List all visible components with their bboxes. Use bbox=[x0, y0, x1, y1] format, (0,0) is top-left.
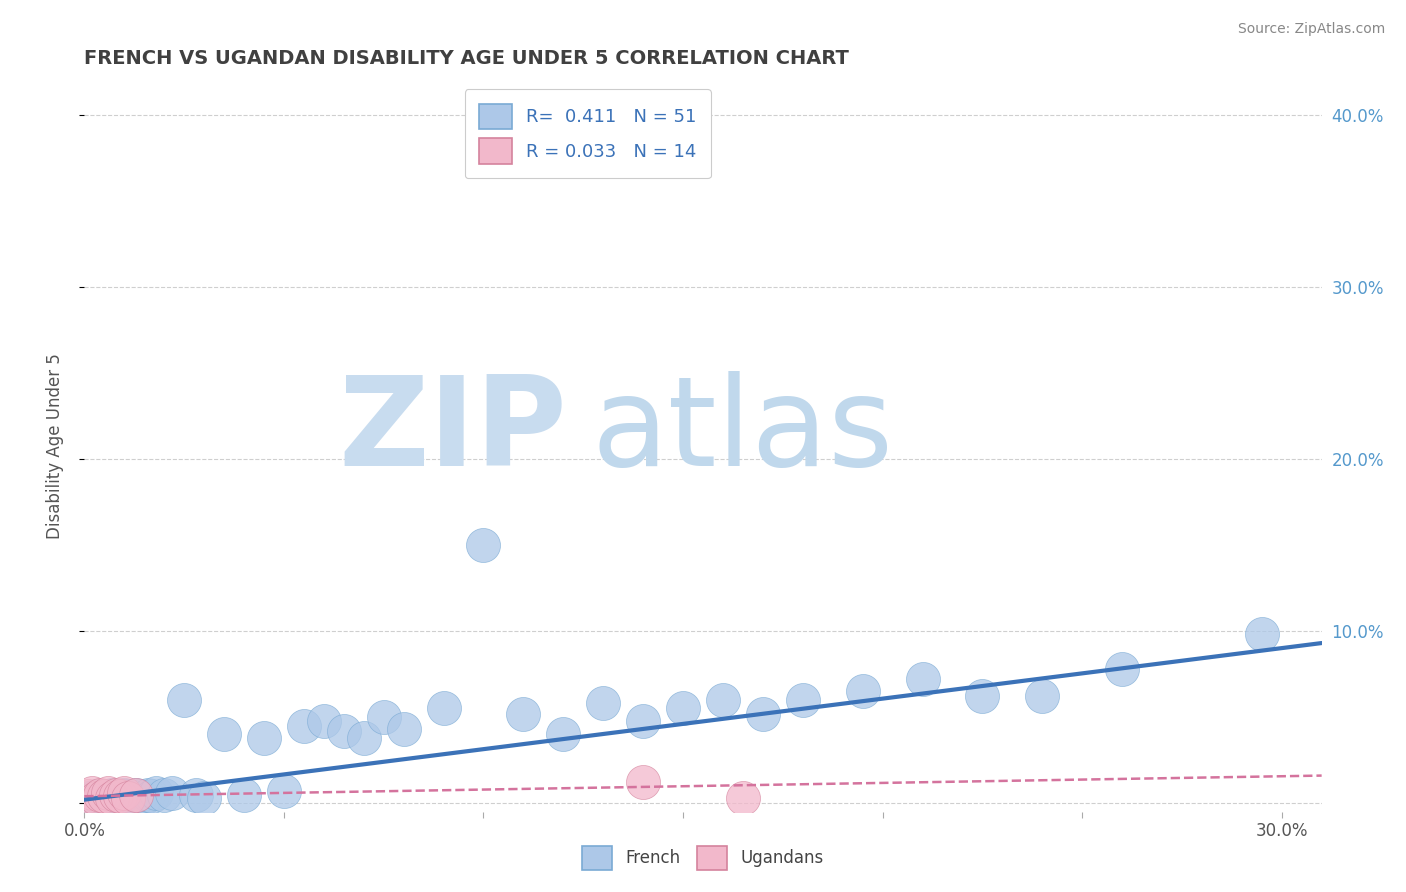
Y-axis label: Disability Age Under 5: Disability Age Under 5 bbox=[45, 353, 63, 539]
Point bbox=[112, 791, 135, 805]
Point bbox=[1250, 627, 1272, 641]
Point bbox=[110, 789, 132, 804]
Point bbox=[711, 693, 734, 707]
Point bbox=[792, 693, 814, 707]
Point bbox=[110, 789, 132, 804]
Point bbox=[173, 693, 195, 707]
Point bbox=[105, 788, 128, 802]
Point bbox=[117, 789, 139, 804]
Point bbox=[731, 791, 754, 805]
Point bbox=[97, 789, 120, 804]
Point bbox=[141, 789, 163, 804]
Point bbox=[105, 791, 128, 805]
Point bbox=[672, 701, 695, 715]
Point bbox=[752, 706, 775, 721]
Point bbox=[93, 789, 115, 804]
Point bbox=[1031, 690, 1053, 704]
Text: FRENCH VS UGANDAN DISABILITY AGE UNDER 5 CORRELATION CHART: FRENCH VS UGANDAN DISABILITY AGE UNDER 5… bbox=[84, 48, 849, 68]
Point bbox=[117, 791, 139, 805]
Point bbox=[77, 789, 100, 804]
Point bbox=[972, 690, 994, 704]
Point bbox=[89, 791, 111, 805]
Point bbox=[77, 791, 100, 805]
Point bbox=[631, 714, 654, 728]
Point bbox=[97, 786, 120, 800]
Point bbox=[86, 789, 108, 804]
Point bbox=[373, 710, 395, 724]
Point bbox=[129, 789, 152, 804]
Point bbox=[112, 788, 135, 802]
Point bbox=[101, 791, 124, 805]
Point bbox=[136, 788, 159, 802]
Point bbox=[212, 727, 235, 741]
Point bbox=[1111, 662, 1133, 676]
Point bbox=[233, 788, 256, 802]
Point bbox=[101, 791, 124, 805]
Point bbox=[82, 786, 104, 800]
Point bbox=[93, 792, 115, 806]
Point bbox=[273, 784, 295, 798]
Point bbox=[82, 792, 104, 806]
Point bbox=[121, 791, 143, 805]
Text: atlas: atlas bbox=[592, 371, 894, 491]
Point bbox=[333, 723, 356, 738]
Point bbox=[253, 731, 276, 745]
Point bbox=[353, 731, 375, 745]
Point bbox=[125, 788, 148, 802]
Point bbox=[432, 701, 454, 715]
Point bbox=[86, 791, 108, 805]
Point bbox=[160, 786, 183, 800]
Text: Source: ZipAtlas.com: Source: ZipAtlas.com bbox=[1237, 22, 1385, 37]
Point bbox=[852, 684, 875, 698]
Text: ZIP: ZIP bbox=[339, 371, 567, 491]
Point bbox=[89, 788, 111, 802]
Point bbox=[472, 538, 495, 552]
Point bbox=[184, 788, 207, 802]
Point bbox=[134, 791, 156, 805]
Point bbox=[553, 727, 575, 741]
Point bbox=[193, 791, 215, 805]
Point bbox=[112, 786, 135, 800]
Point bbox=[312, 714, 335, 728]
Point bbox=[125, 788, 148, 802]
Point bbox=[631, 775, 654, 789]
Legend: French, Ugandans: French, Ugandans bbox=[575, 839, 831, 877]
Point bbox=[392, 722, 415, 736]
Point bbox=[145, 786, 167, 800]
Point bbox=[101, 788, 124, 802]
Point bbox=[592, 696, 614, 710]
Point bbox=[512, 706, 534, 721]
Point bbox=[911, 672, 934, 686]
Point bbox=[153, 788, 176, 802]
Point bbox=[292, 719, 315, 733]
